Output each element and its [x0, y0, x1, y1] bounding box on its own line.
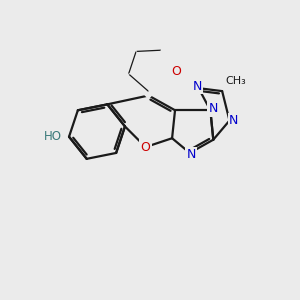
- Text: N: N: [187, 148, 196, 161]
- Text: O: O: [171, 65, 181, 79]
- Text: N: N: [192, 80, 202, 93]
- Text: O: O: [141, 141, 151, 154]
- Text: N: N: [229, 114, 239, 127]
- Text: HO: HO: [44, 130, 62, 143]
- Text: CH₃: CH₃: [225, 76, 246, 86]
- Text: N: N: [208, 102, 218, 115]
